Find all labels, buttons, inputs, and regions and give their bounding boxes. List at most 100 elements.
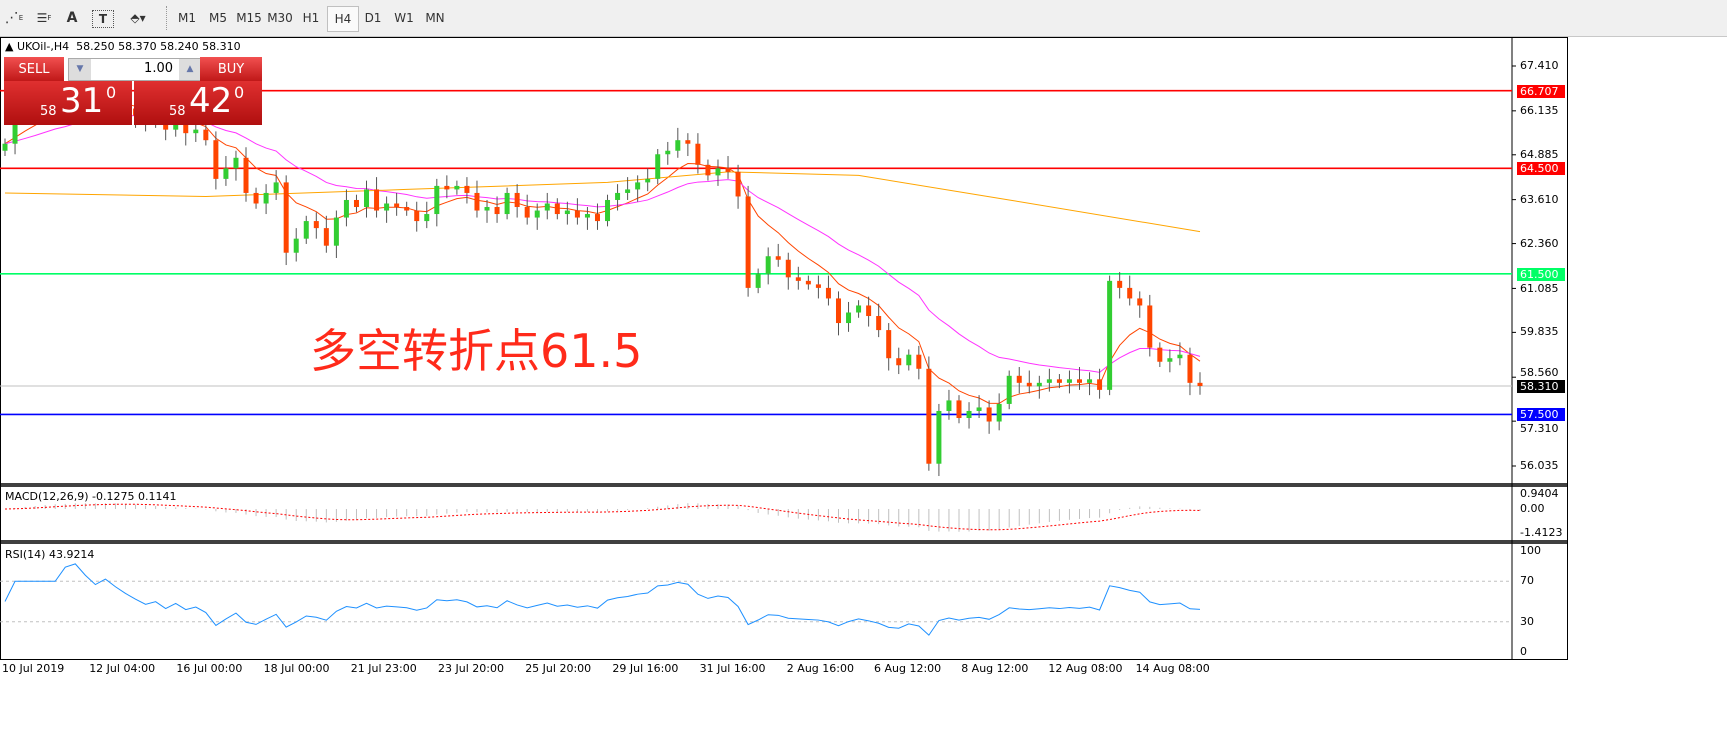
candle-body [866, 305, 872, 317]
candle-body [1197, 382, 1203, 386]
rsi-axis-label: 0 [1520, 645, 1527, 658]
quantity-value[interactable]: 1.00 [144, 61, 173, 76]
arrows-dropdown-icon[interactable]: ⬘ ▾ [130, 11, 146, 25]
candle-body [956, 400, 962, 418]
candle-body [454, 185, 460, 190]
candle-body [1066, 379, 1072, 383]
decrease-quantity-button[interactable]: ▼ [69, 59, 91, 80]
annotation-text: 多空转折点61.5 [310, 324, 643, 378]
candle-body [1187, 354, 1193, 383]
fibonacci-expansion-icon[interactable]: ⋰ E [4, 10, 24, 26]
level-price-tag: 61.500 [1517, 267, 1565, 281]
buy-button[interactable]: BUY [200, 57, 262, 81]
timeframe-mn[interactable]: MN [425, 11, 445, 25]
candle-body [183, 122, 189, 134]
symbol-label: UKOil-,H4 [16, 40, 70, 53]
price-axis-label: 63.610 [1520, 192, 1559, 206]
chart-window[interactable] [0, 37, 1568, 660]
timeframe-m1[interactable]: M1 [178, 11, 196, 25]
price-axis-label: 59.835 [1520, 325, 1559, 339]
candle-body [484, 207, 490, 211]
level-price-tag: 64.500 [1517, 162, 1565, 176]
candle-body [876, 316, 882, 331]
rsi-axis-label: 100 [1520, 544, 1541, 557]
candle-body [384, 203, 390, 211]
timeframe-m30[interactable]: M30 [267, 11, 293, 25]
toolbar: ⋰ E ☰ F A T ⬘ ▾ M1 M5 M15 M30 H1 H4 D1 W1 MN [0, 0, 1727, 37]
candle-body [564, 210, 570, 215]
timeframe-w1[interactable]: W1 [394, 11, 414, 25]
candle-body [916, 354, 922, 369]
candle-body [1006, 375, 1012, 404]
buy-price-fraction: 0 [234, 83, 245, 102]
sell-price[interactable]: 58 31 0 [4, 81, 132, 125]
candle-body [886, 330, 892, 359]
level-price-tag: 66.707 [1517, 84, 1565, 98]
increase-quantity-button[interactable]: ▲ [179, 59, 201, 80]
one-click-trading-panel: SELL ▼ 1.00 ▲ BUY 58 31 0 58 42 0 [4, 57, 262, 127]
time-axis-label: 12 Jul 04:00 [89, 662, 156, 675]
candle-body [434, 185, 440, 215]
candle-body [524, 207, 530, 218]
candle-body [404, 207, 410, 211]
candle-body [594, 214, 600, 222]
timeframe-h4[interactable]: H4 [327, 6, 359, 32]
candle-body [1107, 280, 1113, 390]
time-axis-label: 25 Jul 20:00 [525, 662, 592, 675]
level-price-tag: 57.500 [1517, 408, 1565, 422]
candle-body [1137, 298, 1143, 306]
time-axis-label: 8 Aug 12:00 [961, 662, 1029, 675]
candle-body [835, 298, 841, 324]
candle-body [213, 140, 219, 179]
quantity-field[interactable]: ▼ 1.00 ▲ [68, 58, 202, 81]
candle-body [976, 407, 982, 411]
price-axis-label: 66.135 [1520, 103, 1559, 117]
candle-body [815, 284, 821, 288]
text-icon[interactable]: A [66, 10, 78, 26]
candle-body [514, 192, 520, 208]
rsi-label: RSI(14) 43.9214 [5, 548, 95, 561]
candle-body [635, 182, 641, 190]
macd-axis-label: 0.9404 [1520, 487, 1559, 500]
time-axis-label: 23 Jul 20:00 [438, 662, 504, 675]
timeframe-d1[interactable]: D1 [364, 11, 382, 25]
candle-body [303, 221, 309, 239]
candle-body [273, 182, 279, 193]
candle-body [745, 196, 751, 288]
sell-price-prefix: 58 [40, 104, 57, 119]
timeframe-h1[interactable]: H1 [302, 11, 320, 25]
candle-body [1097, 379, 1103, 390]
ma-fast-line [4, 101, 1201, 404]
candle-body [1177, 354, 1183, 359]
candle-body [394, 203, 400, 208]
time-axis-label: 18 Jul 00:00 [263, 662, 330, 675]
candle-body [1167, 358, 1173, 362]
timeframe-m15[interactable]: M15 [236, 11, 262, 25]
candle-body [665, 150, 671, 155]
price-axis-label: 56.035 [1520, 459, 1559, 472]
candle-body [1076, 379, 1082, 383]
ohlc-values: 58.250 58.370 58.240 58.310 [76, 40, 241, 53]
fibonacci-fan-icon[interactable]: ☰ F [36, 11, 52, 25]
candle-body [705, 164, 711, 176]
price-axis-label: 62.360 [1520, 236, 1559, 250]
timeframe-m5[interactable]: M5 [209, 11, 227, 25]
candle-body [554, 203, 560, 215]
sell-button[interactable]: SELL [4, 57, 64, 81]
candle-body [464, 185, 470, 193]
candle-body [966, 410, 972, 418]
candle-body [775, 256, 781, 260]
candle-body [243, 157, 249, 193]
candle-body [986, 407, 992, 422]
text-label-icon[interactable]: T [92, 10, 114, 28]
rsi-line [4, 563, 1201, 636]
candle-body [805, 280, 811, 285]
candle-body [1157, 347, 1163, 362]
candle-body [896, 358, 902, 366]
time-axis-label: 6 Aug 12:00 [874, 662, 942, 675]
macd-axis-label: -1.4123 [1520, 526, 1563, 539]
candle-body [906, 354, 912, 366]
buy-price[interactable]: 58 42 0 [134, 81, 262, 125]
candle-body [1056, 379, 1062, 383]
candle-body [12, 115, 18, 144]
